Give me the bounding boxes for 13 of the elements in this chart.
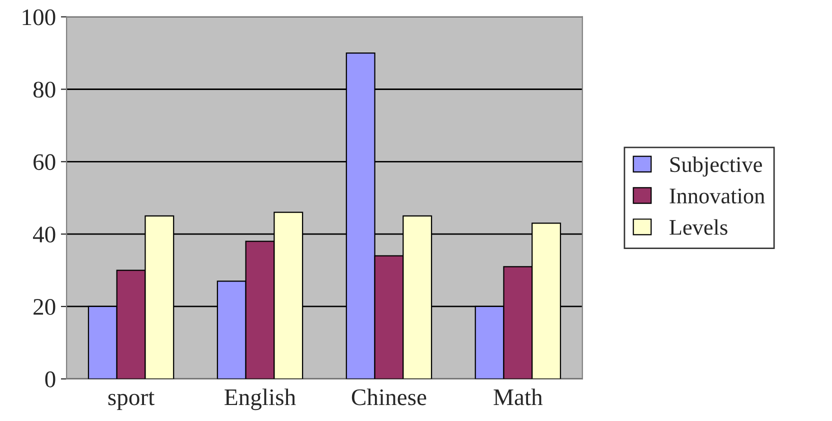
- x-tick-label: sport: [108, 392, 155, 410]
- legend-label: Innovation: [670, 188, 765, 204]
- y-tick-label: 100: [22, 9, 56, 26]
- x-tick-label: Chinese: [352, 388, 426, 406]
- legend-label: Levels: [670, 219, 728, 235]
- y-tick-label: 40: [32, 226, 56, 242]
- y-tick-label: 0: [45, 371, 56, 388]
- y-tick-label: 20: [34, 298, 56, 315]
- x-tick-label: English: [224, 388, 296, 410]
- y-tick-label: 80: [33, 82, 56, 98]
- y-tick-label: 60: [34, 154, 56, 170]
- legend-label: Subjective: [670, 156, 762, 177]
- x-tick-label: Math: [494, 388, 543, 406]
